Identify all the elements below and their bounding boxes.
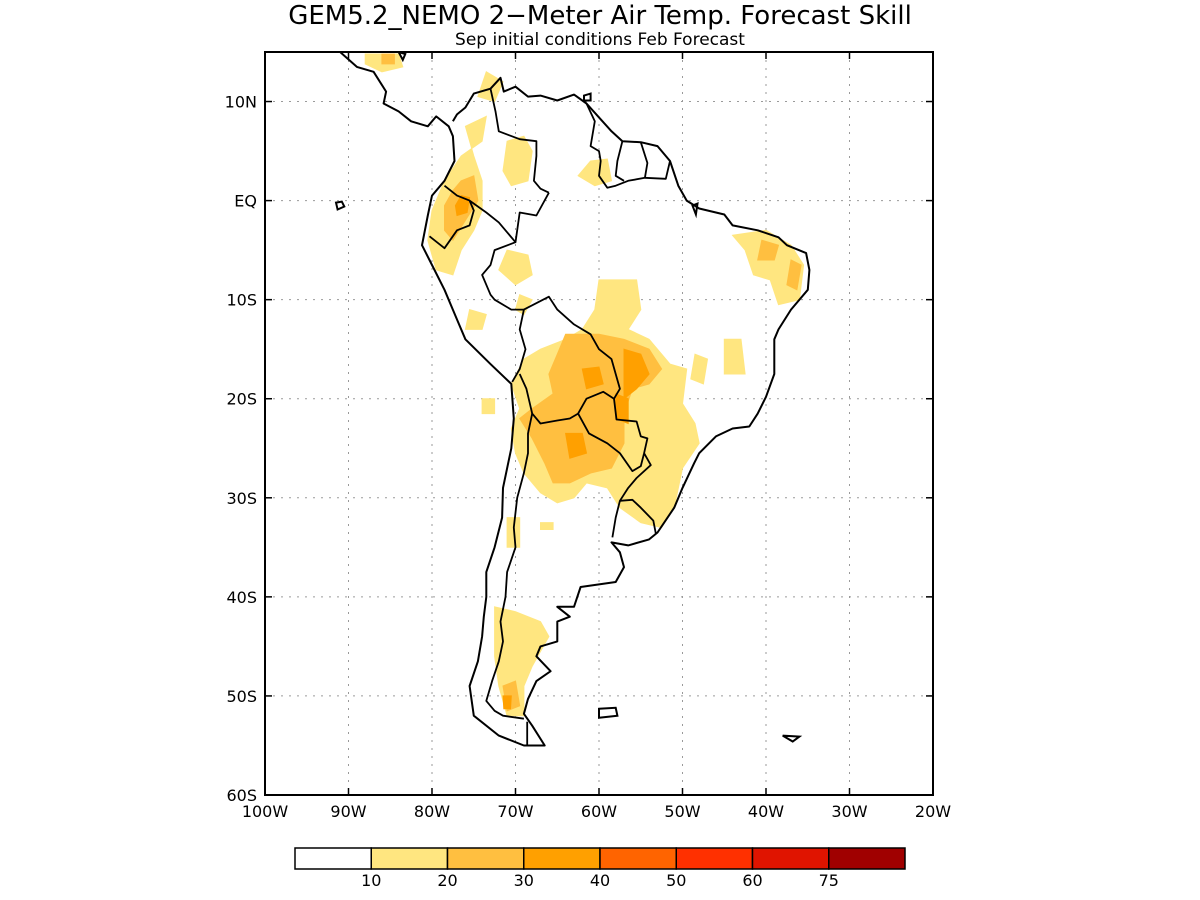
- y-tick-label: 60S: [226, 786, 257, 805]
- country-border: [611, 452, 652, 538]
- figure-subtitle: Sep initial conditions Feb Forecast: [455, 30, 745, 50]
- skill-region: [477, 71, 504, 103]
- skill-region: [498, 249, 533, 286]
- colorbar: 10 20 30 40 50 60 75: [294, 847, 906, 890]
- country-border: [489, 88, 550, 194]
- country-border: [428, 184, 475, 250]
- colorbar-swatch: [675, 847, 754, 870]
- colorbar-swatch: [370, 847, 449, 870]
- x-tick-label: 80W: [414, 802, 450, 821]
- skill-region: [723, 338, 746, 375]
- country-border: [577, 398, 649, 473]
- y-tick-label: EQ: [234, 192, 257, 211]
- country-border: [485, 413, 534, 720]
- skill-region: [581, 366, 604, 390]
- skill-region: [690, 353, 709, 385]
- x-tick-label: 30W: [831, 802, 867, 821]
- colorbar-label: 60: [742, 871, 762, 890]
- x-tick-label: 40W: [748, 802, 784, 821]
- colorbar-label: 20: [437, 871, 457, 890]
- skill-region: [757, 239, 780, 261]
- skill-region: [623, 348, 650, 400]
- country-border: [585, 103, 671, 189]
- island-outline: [691, 202, 699, 219]
- island-outline: [334, 200, 346, 211]
- country-borders: [428, 88, 671, 746]
- country-border: [614, 140, 625, 182]
- colorbar-swatch: [828, 847, 906, 870]
- y-tick-label: 50S: [226, 687, 257, 706]
- x-tick-label: 60W: [581, 802, 617, 821]
- y-tick-label: 10S: [226, 291, 257, 310]
- country-border: [619, 498, 657, 534]
- x-tick-label: 20W: [915, 802, 951, 821]
- coastline: [339, 52, 811, 747]
- map-area: 100W 90W 80W 70W 60W 50W 40W 30W 20W 10N EQ 10S 20S…: [225, 51, 951, 821]
- colorbar-swatch: [751, 847, 830, 870]
- y-tick-label: 20S: [226, 390, 257, 409]
- colorbar-label: 10: [361, 871, 381, 890]
- colorbar-swatch: [523, 847, 601, 870]
- country-border: [481, 192, 550, 383]
- x-tick-label: 50W: [664, 802, 700, 821]
- y-tick-label: 40S: [226, 588, 257, 607]
- colorbar-label: 30: [514, 871, 534, 890]
- x-tick-label: 90W: [330, 802, 366, 821]
- x-tick-label: 100W: [242, 802, 289, 821]
- latitude-ticks: 10N EQ 10S 20S 30S 40S 50S 60S: [225, 93, 933, 805]
- coastlines: [334, 52, 811, 747]
- y-tick-label: 10N: [225, 93, 257, 112]
- skill-region: [464, 308, 487, 330]
- colorbar-label: 40: [590, 871, 610, 890]
- colorbar-label: 50: [666, 871, 686, 890]
- skill-region: [786, 259, 802, 291]
- country-border: [469, 199, 517, 243]
- skill-region: [381, 53, 395, 65]
- skill-region: [502, 135, 533, 187]
- country-border: [639, 141, 649, 178]
- colorbar-swatch: [294, 847, 372, 870]
- longitude-ticks: 100W 90W 80W 70W 60W 50W 40W 30W 20W: [242, 52, 951, 821]
- skill-shading: [364, 53, 805, 717]
- skill-region: [540, 522, 554, 530]
- skill-region: [565, 432, 588, 459]
- y-tick-label: 30S: [226, 489, 257, 508]
- island-outline: [583, 92, 592, 102]
- skill-region: [481, 398, 496, 415]
- skill-region: [454, 195, 471, 217]
- colorbar-swatch: [599, 847, 677, 870]
- colorbar-label: 75: [819, 871, 839, 890]
- figure-title: GEM5.2_NEMO 2−Meter Air Temp. Forecast S…: [288, 1, 912, 31]
- island-outline: [598, 706, 619, 719]
- skill-region: [502, 695, 512, 710]
- x-tick-label: 70W: [497, 802, 533, 821]
- colorbar-swatch: [446, 847, 525, 870]
- island-outline: [782, 734, 803, 743]
